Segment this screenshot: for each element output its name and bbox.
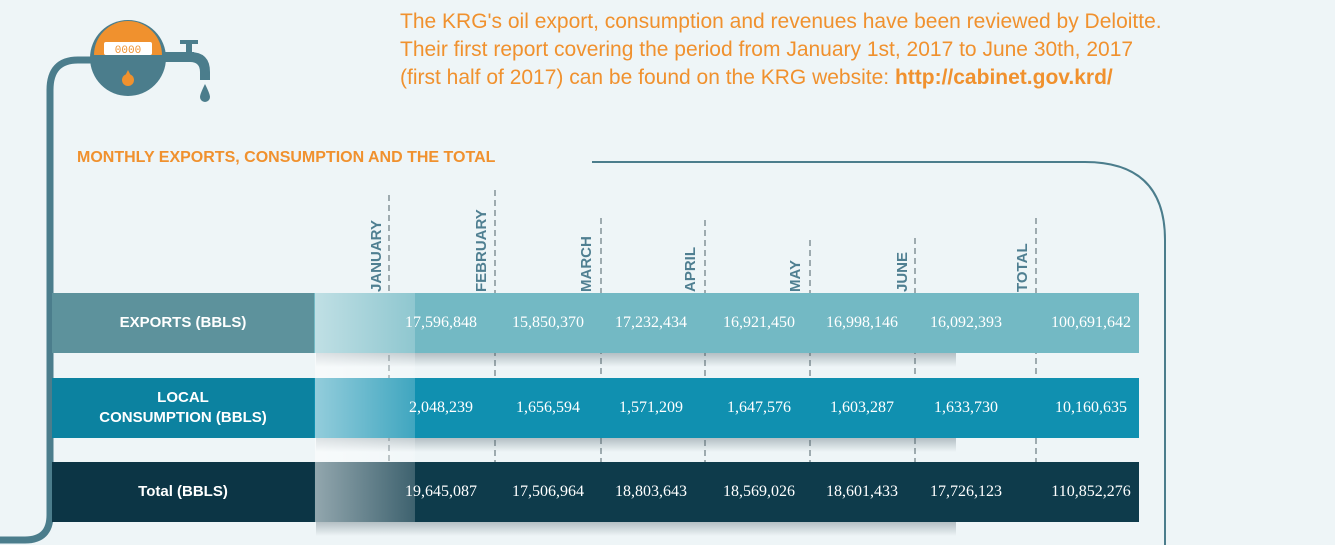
faucet-icon xyxy=(164,40,210,80)
cell-exports-may: 16,998,146 xyxy=(826,314,898,331)
cell-exports-april: 16,921,450 xyxy=(723,314,795,331)
row-label-total: Total (BBLS) xyxy=(52,462,314,522)
cell-local-total: 10,160,635 xyxy=(1055,399,1127,416)
cell-total-total: 110,852,276 xyxy=(1051,483,1131,500)
cell-total-may: 18,601,433 xyxy=(826,483,898,500)
pipe-frame xyxy=(0,56,94,544)
cell-exports-total: 100,691,642 xyxy=(1051,314,1131,331)
row-label-exports: EXPORTS (BBLS) xyxy=(52,293,314,353)
table-row-total: Total (BBLS) 19,645,087 17,506,964 18,80… xyxy=(52,462,1139,522)
table-row-local-consumption: LOCAL CONSUMPTION (BBLS) 2,048,239 1,656… xyxy=(52,378,1139,438)
row-values: 19,645,087 17,506,964 18,803,643 18,569,… xyxy=(314,462,1139,522)
meter-digits: 0000 xyxy=(115,45,141,57)
row-values: 17,596,848 15,850,370 17,232,434 16,921,… xyxy=(314,293,1139,353)
column-header-february: FEBRUARY xyxy=(473,209,490,292)
cell-exports-march: 17,232,434 xyxy=(615,314,687,331)
column-header-may: MAY xyxy=(787,260,804,292)
section-title: MONTHLY EXPORTS, CONSUMPTION AND THE TOT… xyxy=(77,149,496,166)
cell-total-january: 19,645,087 xyxy=(405,483,477,500)
column-header-april: APRIL xyxy=(682,247,699,292)
cell-total-april: 18,569,026 xyxy=(723,483,795,500)
column-header-march: MARCH xyxy=(578,236,595,292)
cell-exports-january: 17,596,848 xyxy=(405,314,477,331)
cell-local-june: 1,633,730 xyxy=(934,399,998,416)
row-label-local-line2: CONSUMPTION (BBLS) xyxy=(99,409,267,426)
column-header-total: TOTAL xyxy=(1014,243,1031,292)
cell-exports-june: 16,092,393 xyxy=(930,314,1002,331)
krg-website-link[interactable]: http://cabinet.gov.krd/ xyxy=(894,66,1113,89)
cell-local-may: 1,603,287 xyxy=(830,399,894,416)
intro-text: The KRG's oil export, consumption and re… xyxy=(400,8,1320,92)
intro-line-3-text: (first half of 2017) can be found on the… xyxy=(400,66,895,89)
row-label-local-consumption: LOCAL CONSUMPTION (BBLS) xyxy=(52,378,314,438)
cell-exports-february: 15,850,370 xyxy=(512,314,584,331)
cell-total-june: 17,726,123 xyxy=(930,483,1002,500)
cell-total-march: 18,803,643 xyxy=(615,483,687,500)
cell-total-february: 17,506,964 xyxy=(512,483,584,500)
cell-local-january: 2,048,239 xyxy=(409,399,473,416)
meter-icon: 0000 xyxy=(90,20,166,96)
cell-local-april: 1,647,576 xyxy=(727,399,791,416)
row-values: 2,048,239 1,656,594 1,571,209 1,647,576 … xyxy=(314,378,1139,438)
intro-line-3: (first half of 2017) can be found on the… xyxy=(400,64,1320,92)
table-row-exports: EXPORTS (BBLS) 17,596,848 15,850,370 17,… xyxy=(52,293,1139,353)
intro-line-1: The KRG's oil export, consumption and re… xyxy=(400,10,1162,33)
water-drop-icon xyxy=(200,84,210,102)
column-header-june: JUNE xyxy=(894,251,911,292)
cell-local-march: 1,571,209 xyxy=(619,399,683,416)
column-header-january: JANUARY xyxy=(368,220,385,292)
section-divider-line xyxy=(592,161,1166,545)
intro-line-2: Their first report covering the period f… xyxy=(400,38,1134,61)
cell-local-february: 1,656,594 xyxy=(516,399,580,416)
row-label-local-line1: LOCAL xyxy=(157,389,209,406)
